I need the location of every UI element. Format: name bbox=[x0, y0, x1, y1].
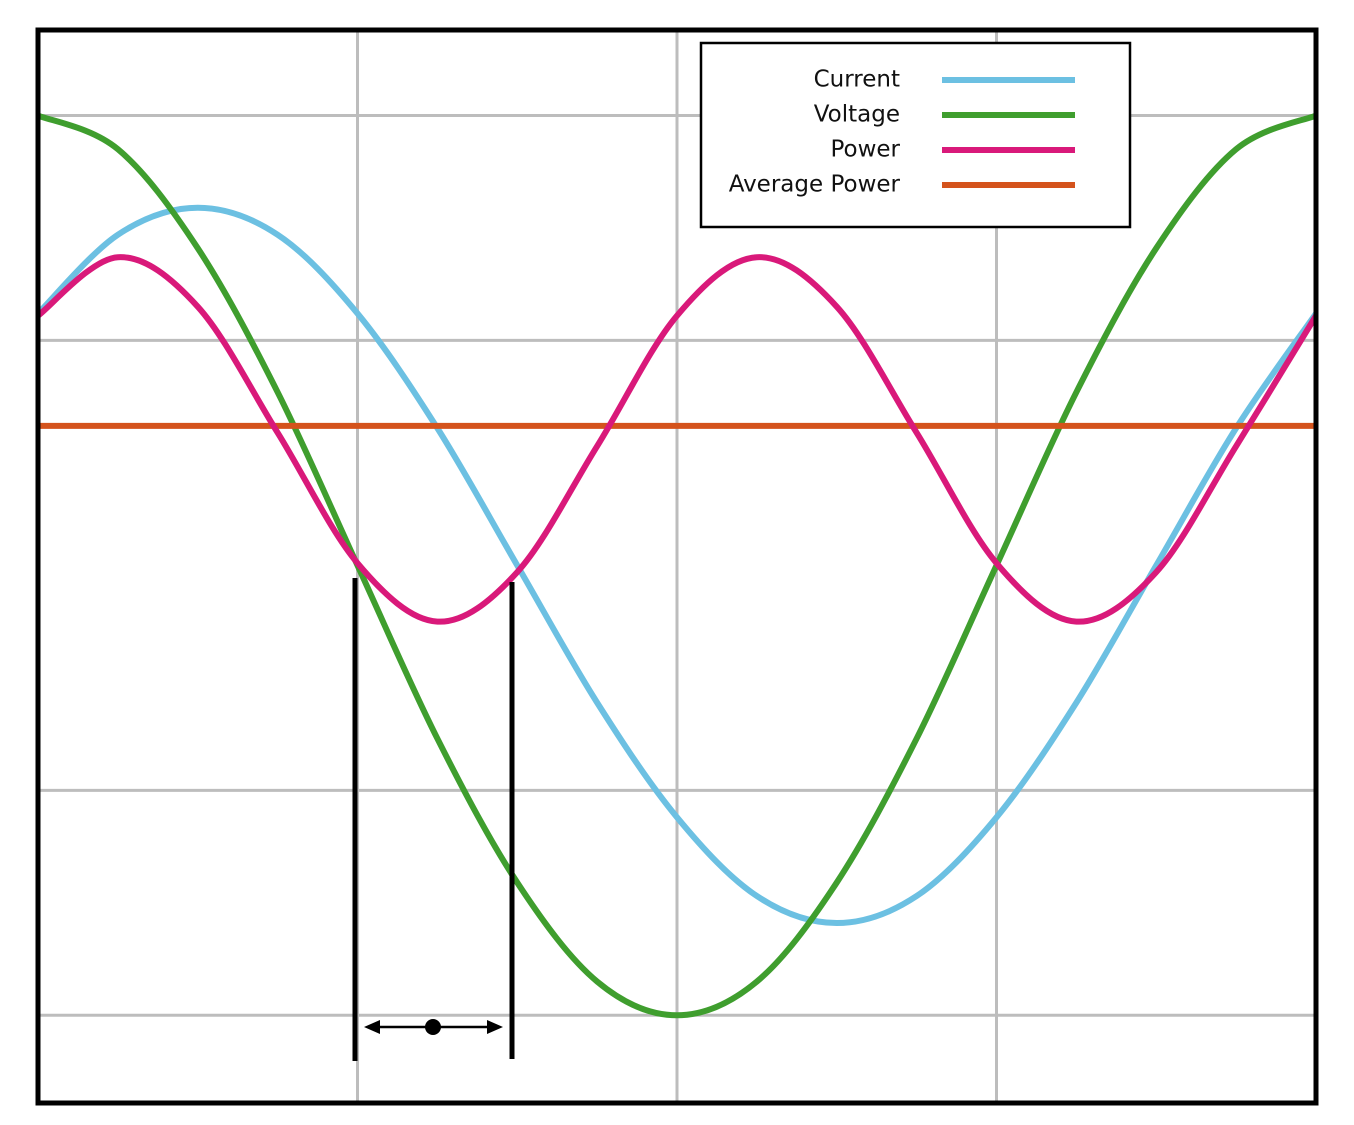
series-line bbox=[38, 112, 1316, 1019]
legend-box bbox=[699, 41, 1132, 229]
arrow-head bbox=[487, 1020, 503, 1034]
annotation bbox=[352, 578, 515, 1061]
plot-frame bbox=[35, 27, 1319, 1106]
interval-dot bbox=[425, 1019, 441, 1035]
plot-area bbox=[38, 112, 1316, 1019]
series-line bbox=[38, 254, 1316, 625]
series-line bbox=[38, 204, 1316, 927]
legend-label: Current bbox=[814, 67, 900, 93]
legend-label: Voltage bbox=[814, 102, 900, 128]
legend: Current Voltage Power Average Power bbox=[699, 41, 1132, 229]
legend-label: Average Power bbox=[729, 172, 901, 198]
legend-label: Power bbox=[830, 137, 900, 163]
arrow-head bbox=[364, 1020, 380, 1034]
